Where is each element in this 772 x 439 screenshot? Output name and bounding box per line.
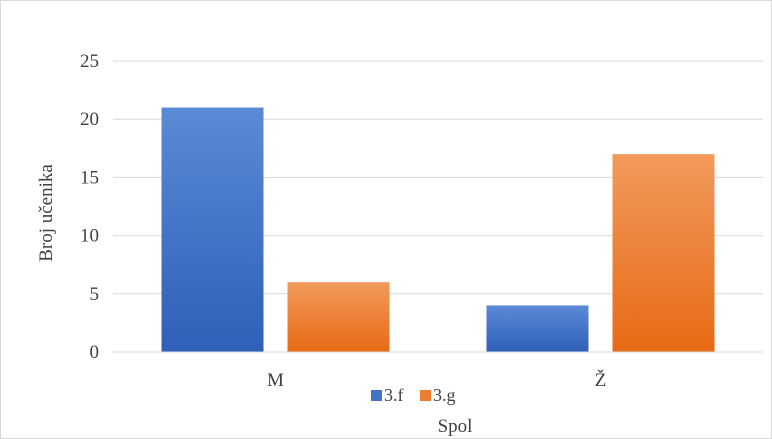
y-axis-ticks: 0 5 10 15 20 25 bbox=[80, 51, 99, 363]
x-category-label: Ž bbox=[595, 369, 607, 391]
legend-swatch bbox=[371, 390, 382, 401]
legend: 3.f 3.g bbox=[371, 385, 456, 405]
y-tick-label: 20 bbox=[80, 109, 99, 130]
y-tick-label: 15 bbox=[80, 167, 99, 188]
x-category-label: M bbox=[267, 370, 284, 391]
y-tick-label: 25 bbox=[80, 51, 99, 72]
x-axis-title: Spol bbox=[438, 416, 473, 437]
bar-3f-0 bbox=[161, 107, 264, 352]
legend-label: 3.f bbox=[384, 385, 404, 405]
y-axis-title: Broj učenika bbox=[36, 164, 57, 262]
bar-3f-1 bbox=[486, 305, 589, 352]
bars bbox=[161, 107, 715, 352]
legend-swatch bbox=[420, 390, 431, 401]
bar-3g-1 bbox=[612, 154, 715, 352]
y-tick-label: 5 bbox=[90, 284, 100, 305]
legend-label: 3.g bbox=[433, 385, 456, 405]
y-tick-label: 10 bbox=[80, 226, 99, 247]
y-tick-label: 0 bbox=[90, 342, 100, 363]
bar-3g-0 bbox=[287, 282, 390, 352]
